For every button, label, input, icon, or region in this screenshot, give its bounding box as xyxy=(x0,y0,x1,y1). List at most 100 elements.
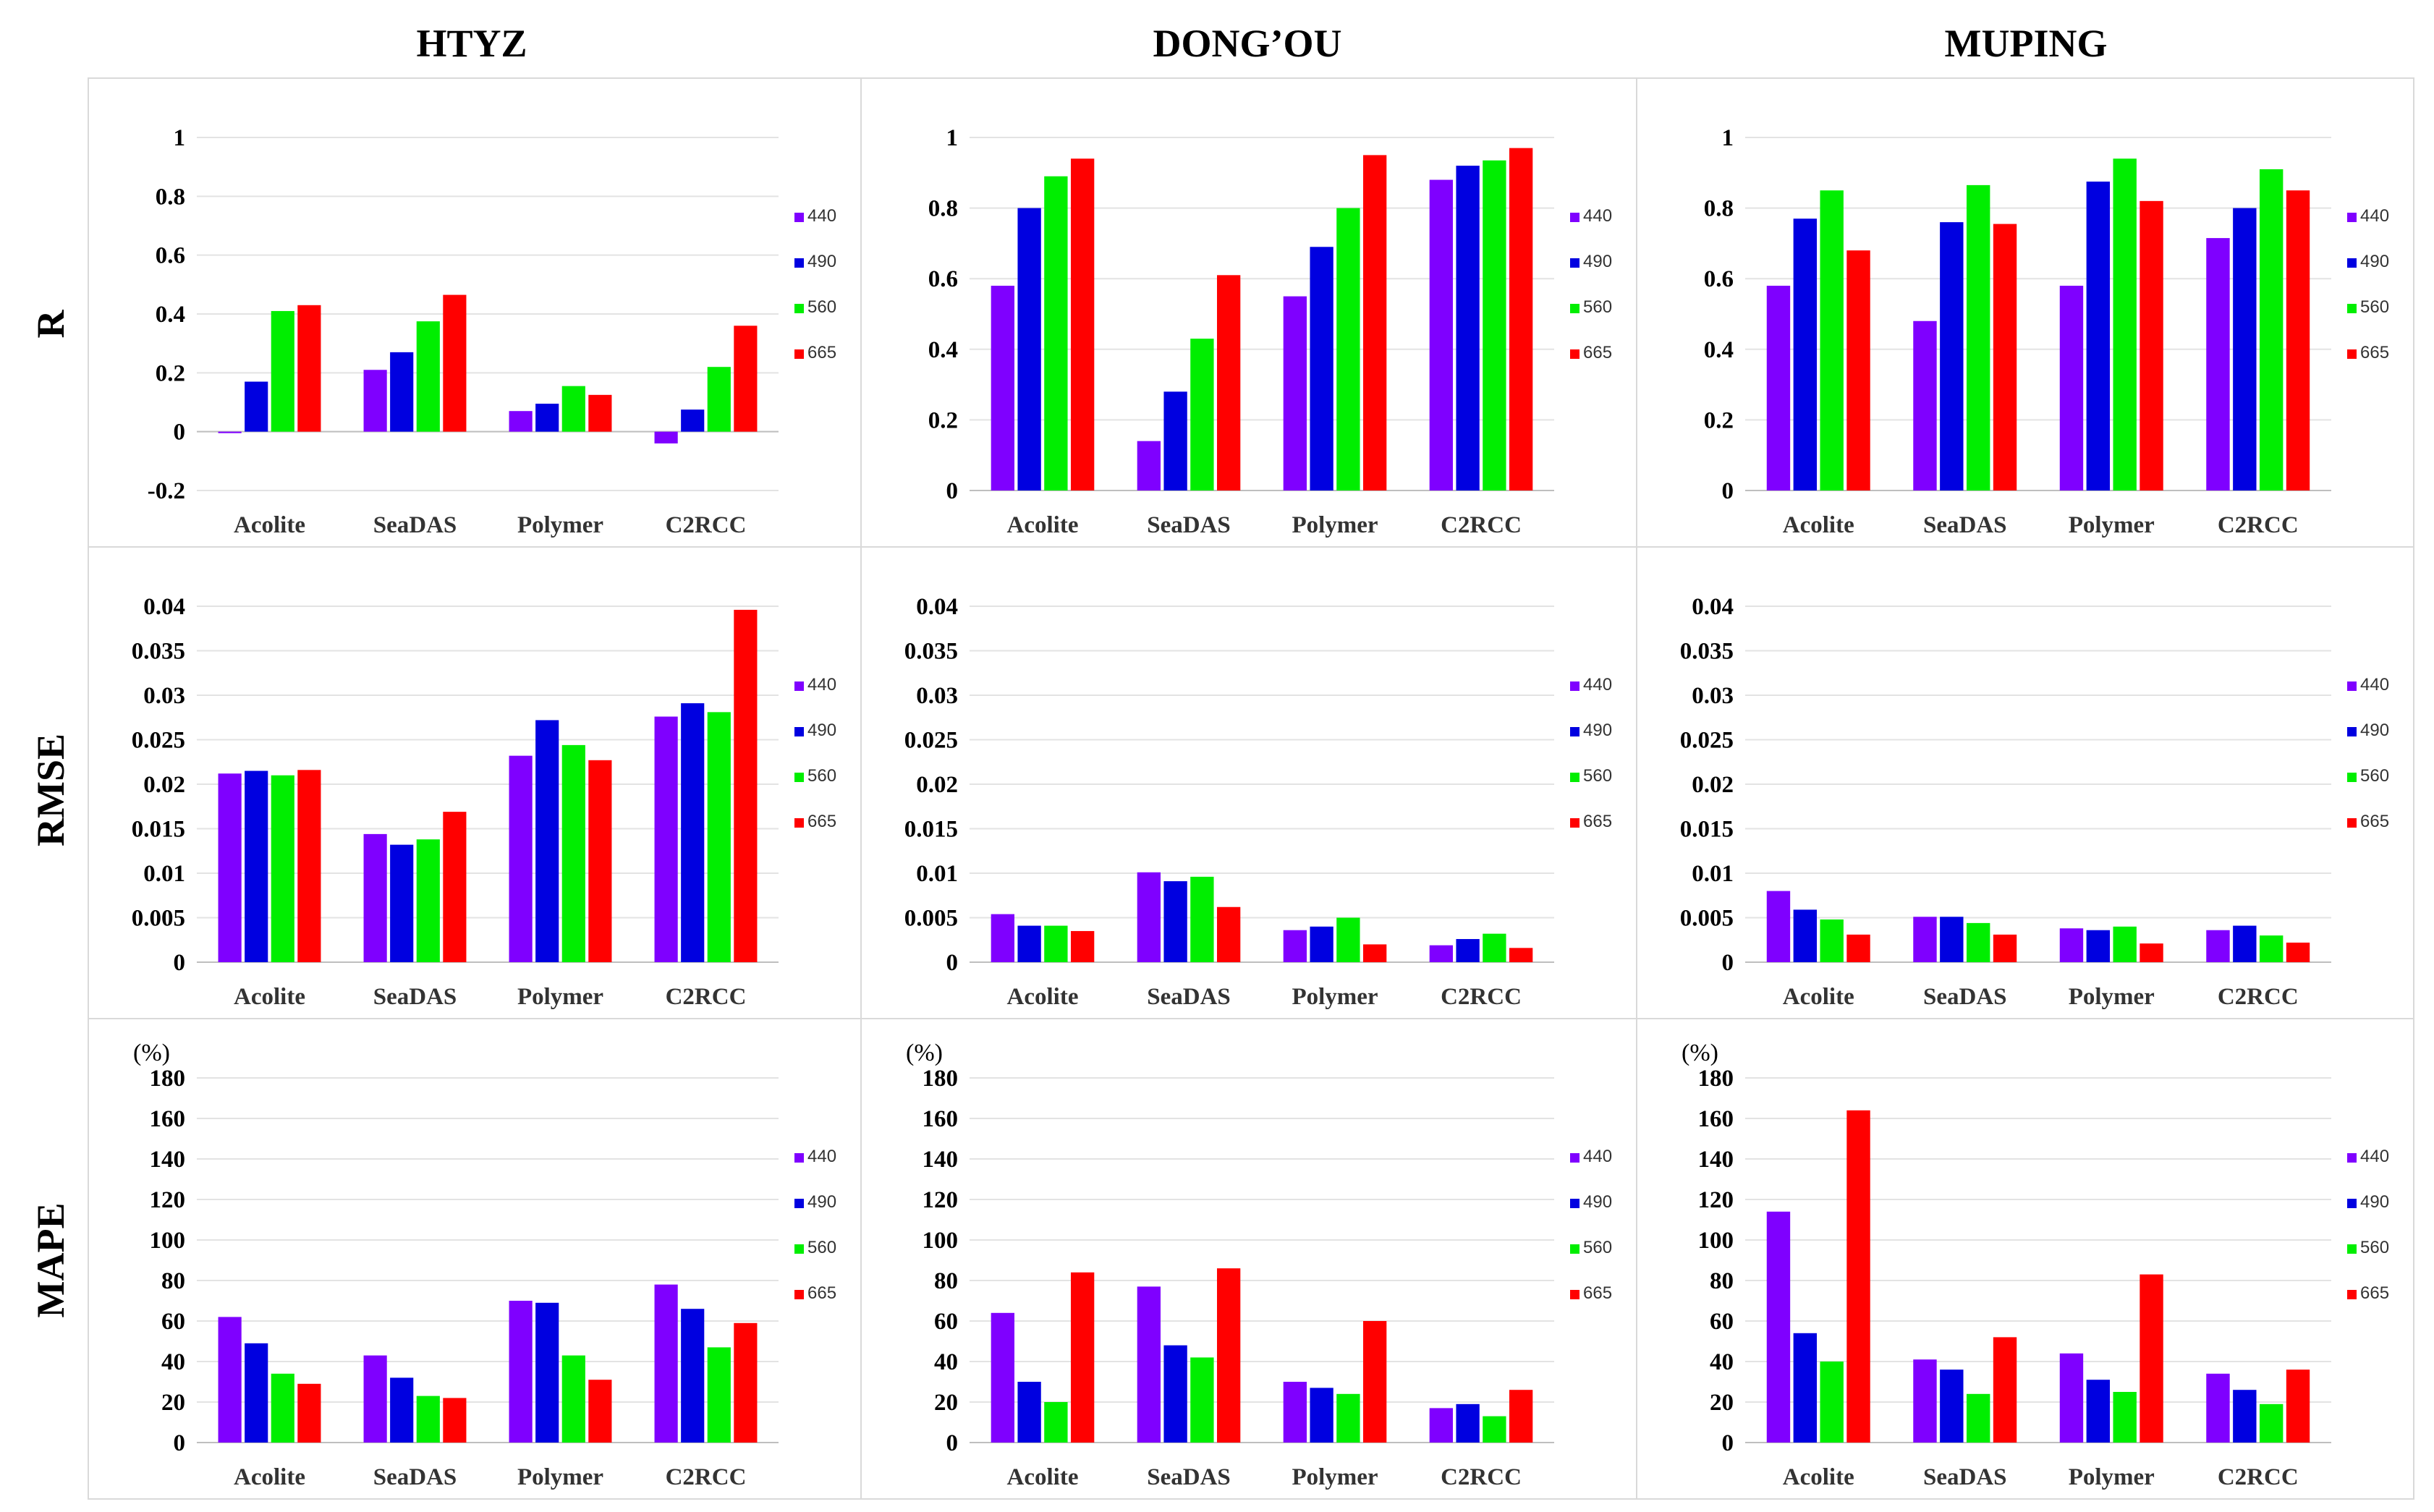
y-tick-label: 20 xyxy=(934,1390,958,1416)
bar-seadas-665 xyxy=(1993,224,2017,490)
bar-c2rcc-440 xyxy=(1429,945,1454,962)
bar-polymer-560 xyxy=(1336,917,1360,962)
bar-polymer-665 xyxy=(1362,1321,1387,1443)
chart-panel-rmse-muping: 0 0.005 0.01 0.015 0.02 0.025 0.03 0.035 0.04 Aco… xyxy=(1636,546,2414,1019)
y-tick-label: 0.01 xyxy=(143,861,185,887)
bar-c2rcc-440 xyxy=(1429,179,1454,490)
legend-swatch-490 xyxy=(2347,727,2357,736)
x-category-label: SeaDAS xyxy=(1923,512,2007,538)
bar-seadas-490 xyxy=(1940,222,1964,490)
y-tick-label: 180 xyxy=(150,1066,186,1092)
legend-swatch-440 xyxy=(2347,1153,2357,1163)
x-category-label: SeaDAS xyxy=(1923,1464,2007,1490)
bar-seadas-665 xyxy=(443,294,467,432)
y-tick-label: 0.4 xyxy=(156,302,185,328)
bar-acolite-665 xyxy=(1846,934,1870,962)
legend-swatch-665 xyxy=(2347,1290,2357,1299)
y-tick-label: 0.6 xyxy=(928,266,958,292)
bar-acolite-560 xyxy=(1044,1402,1068,1443)
legend-label-490: 490 xyxy=(807,252,836,271)
bar-polymer-560 xyxy=(1336,208,1360,490)
x-category-label: Acolite xyxy=(1783,984,1854,1010)
legend-label-490: 490 xyxy=(2360,252,2389,271)
legend-label-665: 665 xyxy=(807,1283,836,1303)
y-tick-label: 0.03 xyxy=(1692,683,1734,709)
bar-seadas-665 xyxy=(1216,1268,1241,1443)
y-tick-label: 0.01 xyxy=(1692,861,1734,887)
bar-seadas-665 xyxy=(1993,1337,2017,1443)
bar-acolite-490 xyxy=(1793,909,1818,962)
legend-swatch-560 xyxy=(1570,1244,1579,1254)
bar-c2rcc-560 xyxy=(1483,160,1506,490)
panel-frame xyxy=(1636,77,2414,548)
y-tick-label: 20 xyxy=(161,1390,185,1416)
y-tick-label: 140 xyxy=(150,1147,186,1173)
y-tick-label: 0 xyxy=(1722,1430,1734,1456)
y-tick-label: 0.03 xyxy=(916,683,958,709)
bar-seadas-490 xyxy=(390,1377,414,1443)
bar-acolite-490 xyxy=(1017,1382,1041,1443)
y-tick-label: 0 xyxy=(174,420,186,446)
y-tick-label: 0.04 xyxy=(1692,594,1734,620)
y-tick-label: -0.2 xyxy=(148,478,185,504)
bar-acolite-665 xyxy=(1070,158,1095,490)
bar-polymer-560 xyxy=(561,386,585,432)
bar-seadas-440 xyxy=(1137,872,1161,962)
bar-polymer-665 xyxy=(2140,200,2163,490)
bar-seadas-440 xyxy=(363,370,387,432)
y-tick-label: 40 xyxy=(161,1349,185,1375)
x-category-label: SeaDAS xyxy=(1923,984,2007,1010)
y-tick-label: 0.005 xyxy=(904,906,958,932)
legend-label-490: 490 xyxy=(2360,721,2389,740)
bar-c2rcc-560 xyxy=(2259,935,2284,962)
bar-seadas-440 xyxy=(363,1355,387,1443)
bar-acolite-490 xyxy=(245,1343,268,1443)
bar-c2rcc-665 xyxy=(734,609,758,962)
bar-acolite-440 xyxy=(218,431,242,433)
row-label-r: R xyxy=(29,310,72,339)
legend-swatch-440 xyxy=(794,681,804,691)
bar-c2rcc-665 xyxy=(1509,148,1533,490)
bar-seadas-665 xyxy=(443,1398,467,1443)
chart-panel-rmse-dongou: 0 0.005 0.01 0.015 0.02 0.025 0.03 0.035 0.04 Aco… xyxy=(860,546,1637,1019)
y-tick-label: 0.035 xyxy=(904,639,958,665)
bar-seadas-490 xyxy=(390,352,414,432)
y-tick-label: 0 xyxy=(1722,478,1734,504)
bar-acolite-665 xyxy=(297,770,321,962)
legend-swatch-440 xyxy=(794,1153,804,1163)
legend-label-665: 665 xyxy=(2360,343,2389,362)
bar-seadas-440 xyxy=(1137,441,1161,490)
y-tick-label: 0.4 xyxy=(1704,337,1734,363)
bar-seadas-490 xyxy=(1163,881,1187,962)
panel-frame xyxy=(860,1018,1637,1500)
column-title-dongou: DONG’OU xyxy=(1153,22,1342,65)
bar-polymer-440 xyxy=(509,411,533,432)
bar-polymer-490 xyxy=(2086,182,2111,490)
bar-polymer-440 xyxy=(1283,296,1307,490)
bar-acolite-665 xyxy=(297,305,321,432)
legend-label-560: 560 xyxy=(2360,766,2389,786)
bar-polymer-490 xyxy=(535,1302,559,1443)
y-tick-label: 0.005 xyxy=(1680,906,1734,932)
bar-polymer-560 xyxy=(561,744,585,962)
legend-swatch-490 xyxy=(1570,258,1579,268)
bar-seadas-490 xyxy=(390,844,414,962)
y-tick-label: 100 xyxy=(1698,1228,1734,1254)
legend-label-665: 665 xyxy=(807,812,836,831)
x-category-label: SeaDAS xyxy=(1147,1464,1231,1490)
bar-c2rcc-665 xyxy=(734,1322,758,1443)
legend-label-490: 490 xyxy=(2360,1192,2389,1212)
y-tick-label: 0.01 xyxy=(916,861,958,887)
panel-frame xyxy=(88,1018,862,1500)
legend-label-440: 440 xyxy=(2360,206,2389,226)
bar-seadas-560 xyxy=(1966,922,1990,962)
x-category-label: C2RCC xyxy=(1441,512,1522,538)
y-tick-label: 60 xyxy=(1710,1309,1734,1335)
bar-c2rcc-490 xyxy=(2233,1390,2257,1443)
legend-label-665: 665 xyxy=(2360,812,2389,831)
y-tick-label: 0.8 xyxy=(928,196,958,222)
y-tick-label: 80 xyxy=(934,1268,958,1294)
bar-polymer-440 xyxy=(2059,285,2084,490)
y-tick-label: 1 xyxy=(1722,125,1734,151)
bar-c2rcc-440 xyxy=(654,1284,678,1443)
